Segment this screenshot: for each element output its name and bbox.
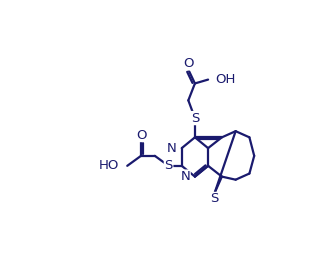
- Text: N: N: [180, 170, 190, 183]
- Text: S: S: [210, 192, 219, 205]
- Text: OH: OH: [215, 73, 236, 86]
- Text: S: S: [165, 159, 173, 172]
- Text: O: O: [183, 57, 193, 70]
- Text: O: O: [136, 128, 146, 141]
- Text: S: S: [191, 112, 199, 125]
- Text: N: N: [167, 142, 177, 155]
- Text: HO: HO: [99, 159, 119, 172]
